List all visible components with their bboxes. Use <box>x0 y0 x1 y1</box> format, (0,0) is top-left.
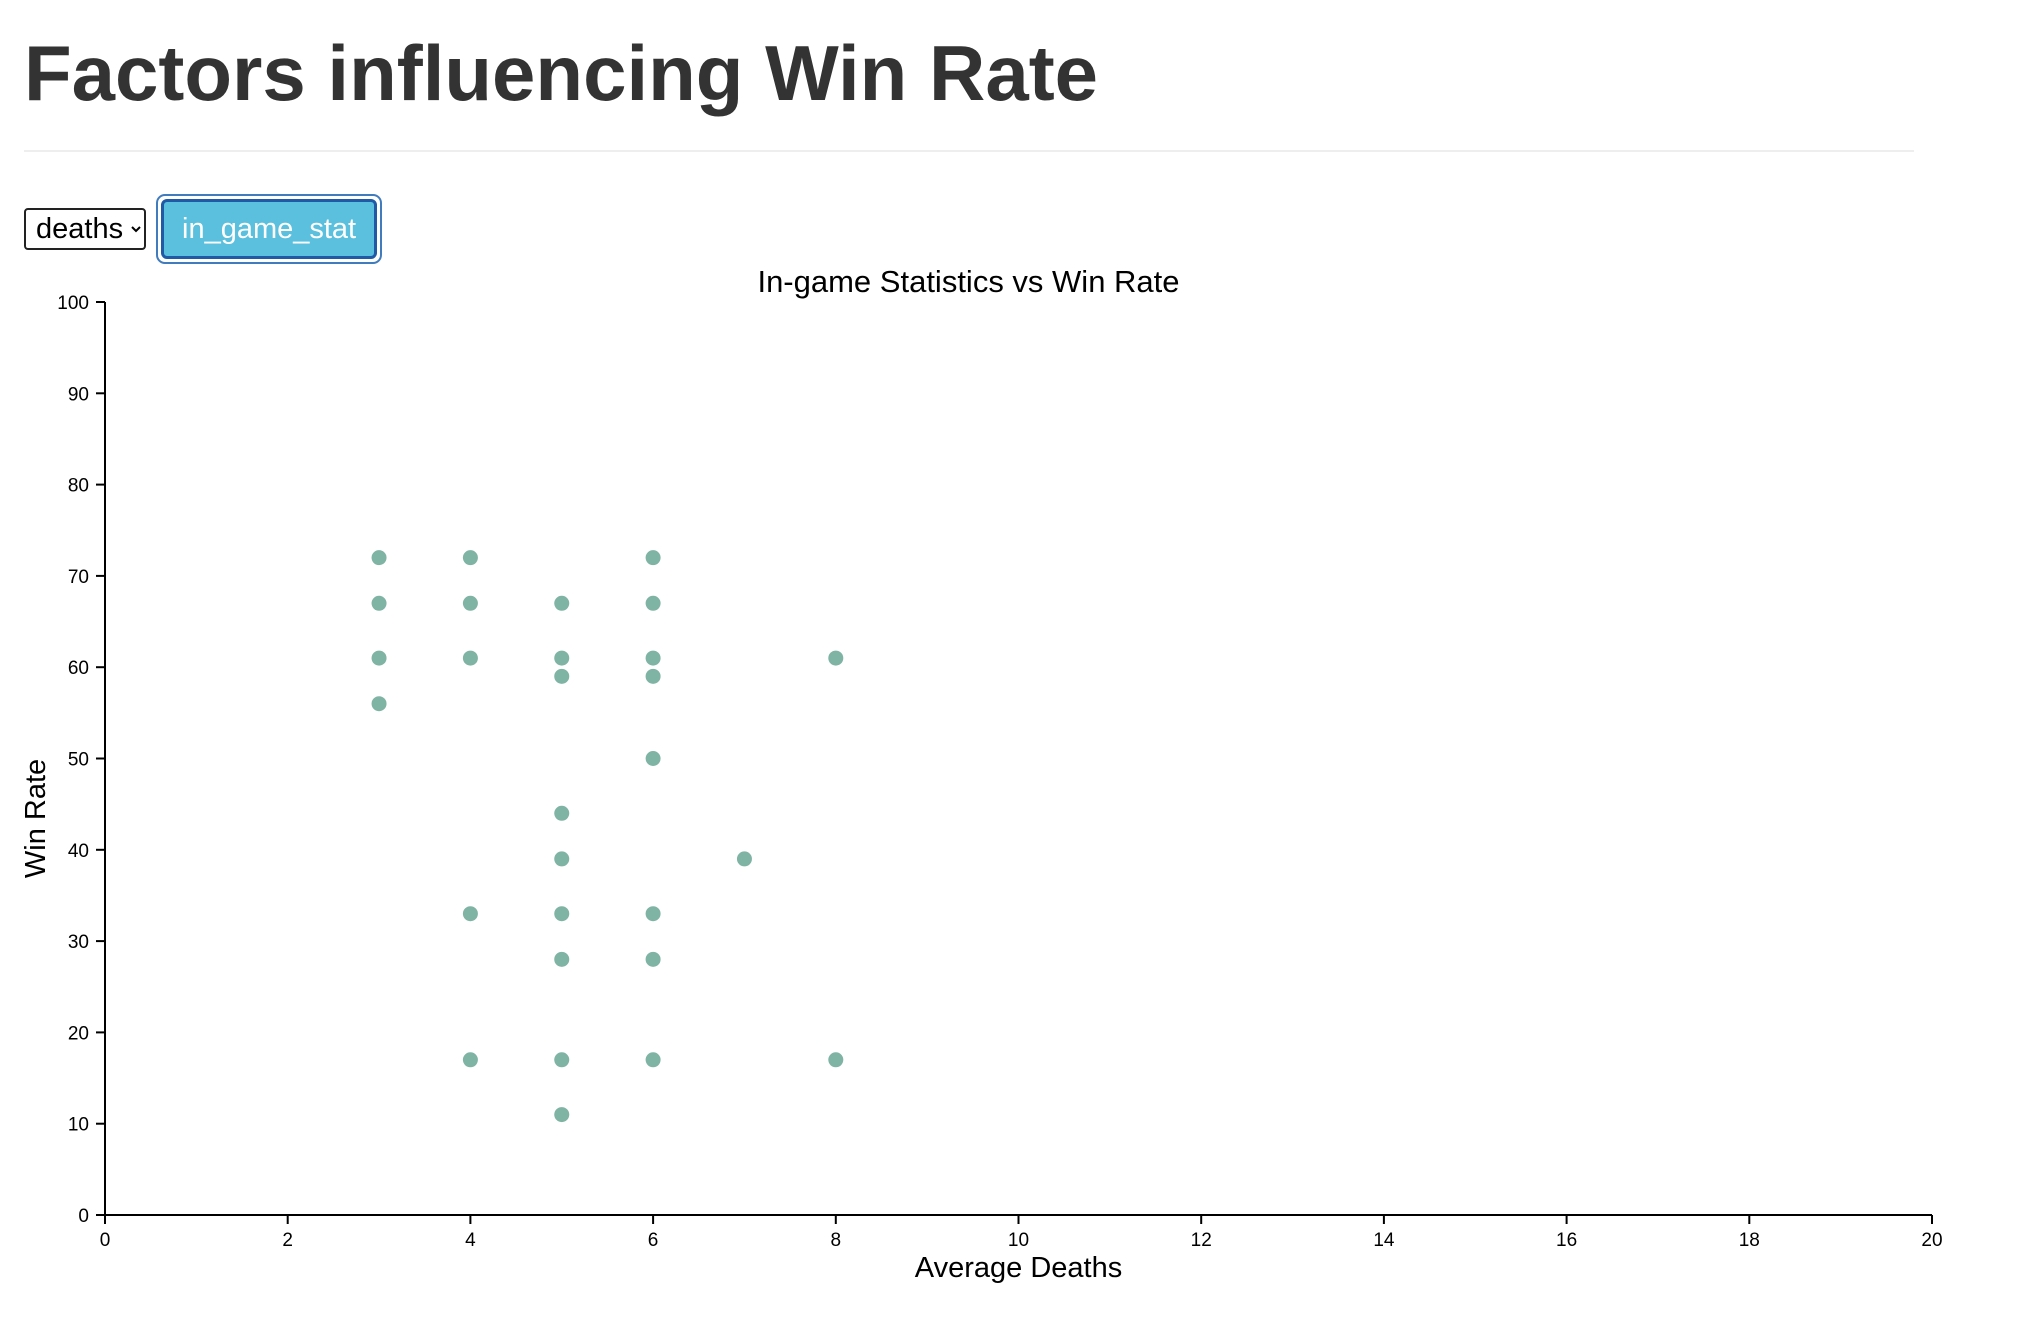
data-point <box>736 851 752 867</box>
data-point <box>554 1052 570 1068</box>
data-point <box>645 1052 661 1068</box>
x-tick-label: 20 <box>1921 1230 1942 1251</box>
data-point <box>462 595 478 611</box>
data-point <box>371 595 387 611</box>
data-point <box>462 1052 478 1068</box>
x-tick-label: 6 <box>648 1230 659 1251</box>
y-tick-label: 40 <box>68 841 89 862</box>
data-point <box>554 851 570 867</box>
controls: deaths in_game_stat <box>24 194 383 264</box>
page-title: Factors influencing Win Rate <box>24 29 1099 117</box>
data-point <box>828 1052 844 1068</box>
y-tick-label: 90 <box>68 384 89 405</box>
in-game-stat-button[interactable]: in_game_stat <box>161 199 378 259</box>
data-point <box>554 906 570 922</box>
x-tick-label: 4 <box>465 1230 476 1251</box>
stat-button-focus-ring: in_game_stat <box>156 194 383 264</box>
data-point <box>554 1107 570 1123</box>
data-point <box>554 668 570 684</box>
y-axis: 0 10 20 30 40 50 60 70 80 90 100 <box>57 293 106 1227</box>
data-point <box>828 650 844 666</box>
y-tick-label: 0 <box>78 1206 89 1227</box>
data-point <box>462 650 478 666</box>
data-point <box>554 595 570 611</box>
scatter-chart: In-game Statistics vs Win Rate0102030405… <box>20 264 1943 1284</box>
y-tick-label: 80 <box>68 476 89 497</box>
x-tick-label: 0 <box>100 1230 111 1251</box>
data-point <box>645 550 661 566</box>
stat-select[interactable]: deaths <box>24 208 146 250</box>
x-tick-label: 2 <box>282 1230 293 1251</box>
chart-title: In-game Statistics vs Win Rate <box>757 264 1179 299</box>
x-tick-label: 12 <box>1191 1230 1212 1251</box>
y-axis-label: Win Rate <box>20 759 52 878</box>
data-point <box>645 595 661 611</box>
y-tick-label: 60 <box>68 658 89 679</box>
y-tick-label: 10 <box>68 1115 89 1136</box>
y-tick-label: 30 <box>68 932 89 953</box>
y-tick-label: 100 <box>57 293 89 314</box>
x-tick-label: 8 <box>831 1230 842 1251</box>
data-point <box>371 550 387 566</box>
data-point <box>371 696 387 712</box>
data-point <box>371 650 387 666</box>
data-point <box>462 550 478 566</box>
data-point <box>645 906 661 922</box>
data-point <box>645 668 661 684</box>
data-point <box>554 805 570 821</box>
x-tick-label: 16 <box>1556 1230 1577 1251</box>
data-point <box>554 951 570 967</box>
x-axis: 0 2 4 6 8 10 12 14 16 18 20 <box>100 1214 1943 1251</box>
y-tick-label: 50 <box>68 750 89 771</box>
data-point <box>645 951 661 967</box>
x-tick-label: 10 <box>1008 1230 1029 1251</box>
x-axis-label: Average Deaths <box>915 1252 1122 1284</box>
data-points <box>371 550 844 1123</box>
data-point <box>645 751 661 766</box>
y-tick-label: 20 <box>68 1023 89 1044</box>
data-point <box>462 906 478 922</box>
x-tick-label: 14 <box>1373 1230 1395 1251</box>
data-point <box>645 650 661 666</box>
data-point <box>554 650 570 666</box>
x-tick-label: 18 <box>1739 1230 1760 1251</box>
y-tick-label: 70 <box>68 567 89 588</box>
title-divider <box>24 150 1914 152</box>
